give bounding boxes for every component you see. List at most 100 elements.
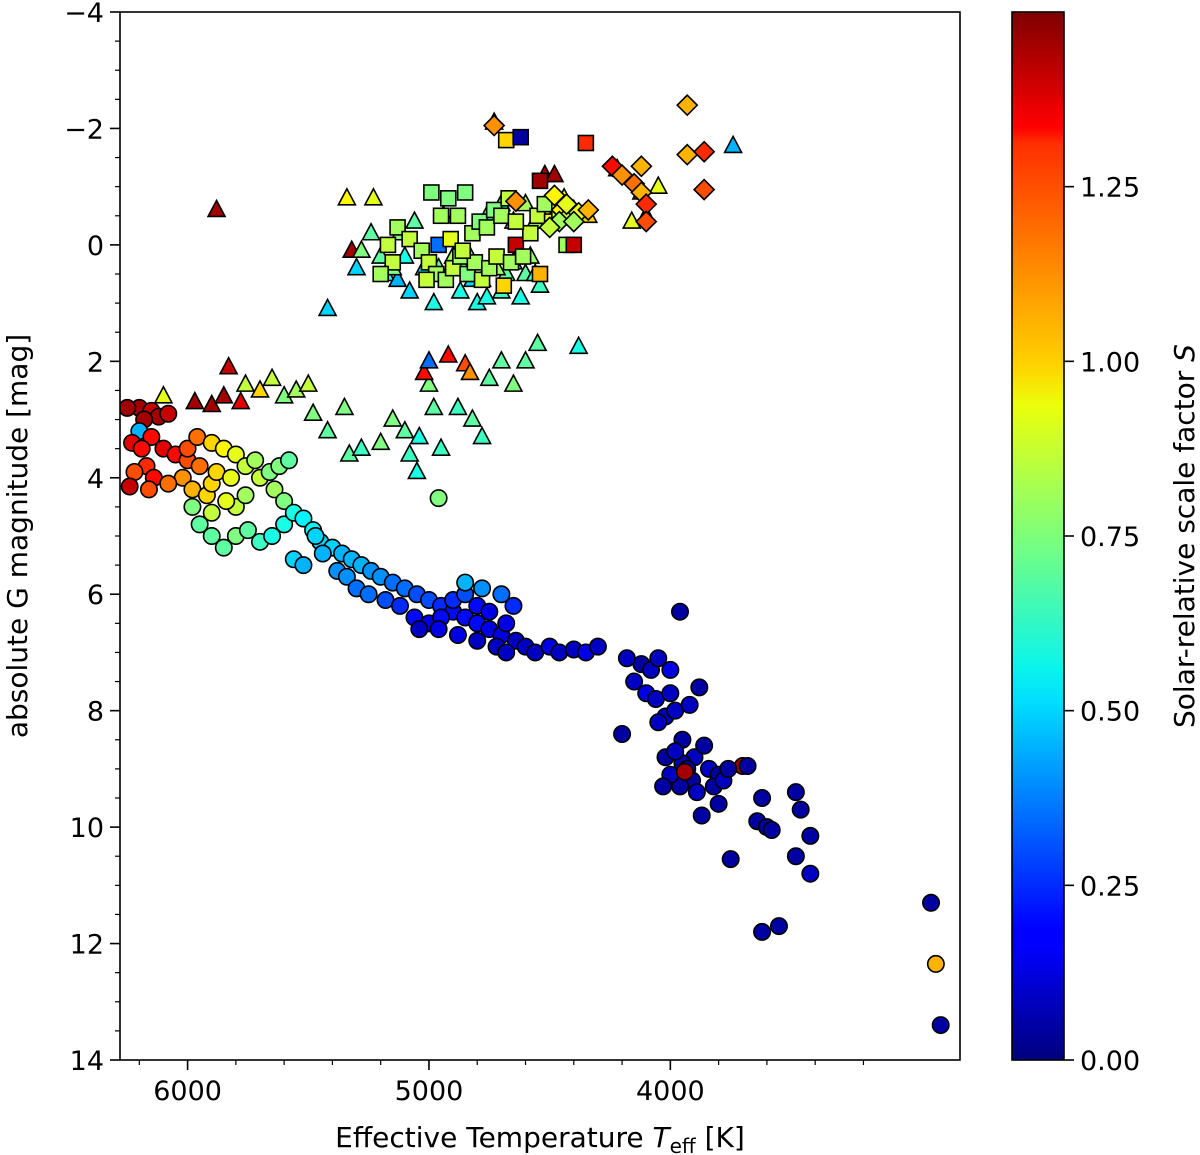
circle-point — [654, 777, 673, 796]
triangle-point — [213, 385, 234, 404]
triangle-point — [153, 385, 174, 404]
diamond-point — [555, 193, 578, 216]
triangle-point — [184, 390, 205, 410]
square-point — [456, 184, 474, 201]
square-point — [514, 248, 532, 265]
circle-point — [675, 762, 694, 781]
circle-point — [687, 783, 706, 802]
triangle-point — [419, 373, 439, 392]
colorbar — [1011, 11, 1065, 1061]
diamond-point — [693, 140, 716, 163]
triangle-point — [409, 425, 430, 445]
square-point — [372, 265, 389, 283]
circle-point — [190, 457, 209, 476]
triangle-point — [394, 419, 415, 439]
triangle-point — [351, 239, 372, 259]
circle-point — [132, 439, 151, 458]
circle-point — [625, 672, 644, 691]
square-point — [495, 277, 513, 294]
circle-point — [769, 917, 788, 936]
y-tick-label: 10 — [70, 813, 104, 844]
circle-point — [222, 468, 241, 487]
triangle-point — [510, 286, 531, 305]
colorbar-ticks: 0.00 0.25 0.50 0.75 1.00 1.25 — [1064, 173, 1140, 1077]
y-axis-ticks: −4 −2 0 2 4 6 8 10 12 14 — [64, 0, 120, 1077]
circle-point — [695, 736, 714, 755]
circle-point — [661, 684, 680, 703]
diamond-point — [562, 210, 585, 233]
circle-point — [279, 451, 298, 470]
circle-point — [649, 649, 668, 668]
circle-point — [159, 474, 178, 493]
circle-point — [666, 742, 685, 761]
triangle-point — [460, 361, 480, 381]
circle-point — [690, 678, 709, 697]
diamond-point — [538, 216, 561, 239]
triangle-point — [544, 163, 565, 183]
circle-point — [649, 713, 668, 732]
square-point — [379, 236, 397, 254]
triangle-point — [361, 222, 381, 241]
square-point — [389, 219, 406, 236]
triangle-point — [404, 210, 425, 229]
triangle-point — [477, 286, 497, 305]
circle-point — [492, 585, 511, 604]
triangle-point — [503, 373, 524, 392]
triangle-point — [370, 431, 391, 451]
square-point — [449, 207, 467, 225]
circle-point — [801, 826, 820, 845]
circle-point — [275, 515, 294, 534]
triangle-point — [399, 280, 420, 299]
square-point — [418, 271, 435, 289]
diamond-point — [693, 178, 716, 201]
square-point — [512, 128, 529, 146]
diamond-point — [577, 198, 600, 222]
x-tick-label: 4000 — [636, 1076, 705, 1107]
triangle-point — [218, 355, 239, 375]
triangle-point — [298, 373, 319, 392]
circle-point — [390, 596, 409, 615]
diamond-point — [630, 155, 653, 178]
diamond-point — [676, 94, 699, 117]
triangle-point — [568, 335, 589, 355]
triangle-point — [621, 210, 642, 229]
circle-point — [263, 526, 282, 545]
circle-point — [497, 643, 516, 662]
x-tick-label: 6000 — [153, 1076, 222, 1107]
triangle-point — [337, 187, 357, 206]
triangle-point — [414, 361, 434, 381]
triangle-point — [419, 350, 439, 369]
square-point — [488, 248, 505, 265]
triangle-point — [230, 390, 251, 410]
circle-point — [456, 573, 475, 592]
diamond-point — [504, 190, 527, 213]
circle-point — [214, 538, 233, 557]
circle-point — [246, 451, 265, 470]
triangle-point — [317, 297, 338, 317]
circle-point — [719, 759, 738, 778]
circle-point — [359, 585, 378, 604]
y-tick-label: −2 — [64, 114, 104, 145]
triangle-point — [262, 367, 282, 387]
x-tick-label: 5000 — [395, 1076, 464, 1107]
square-point — [531, 172, 549, 190]
y-tick-label: 0 — [87, 231, 104, 262]
circle-point — [202, 503, 221, 522]
square-point — [531, 265, 549, 283]
circle-point — [721, 850, 740, 869]
circle-point — [613, 724, 632, 743]
y-tick-label: 12 — [70, 930, 104, 961]
circle-point — [588, 637, 607, 656]
square-point — [507, 213, 525, 230]
x-axis-label: Effective Temperature Teff [K] — [335, 1121, 745, 1155]
triangle-point — [530, 274, 550, 293]
circle-point — [429, 489, 448, 508]
circle-point — [550, 643, 569, 662]
circle-point — [762, 821, 781, 840]
circle-point — [617, 649, 636, 668]
circle-point — [294, 509, 313, 528]
circle-point — [753, 922, 772, 941]
circle-point — [791, 800, 810, 819]
circle-point — [786, 783, 805, 802]
circle-point — [931, 1016, 950, 1035]
